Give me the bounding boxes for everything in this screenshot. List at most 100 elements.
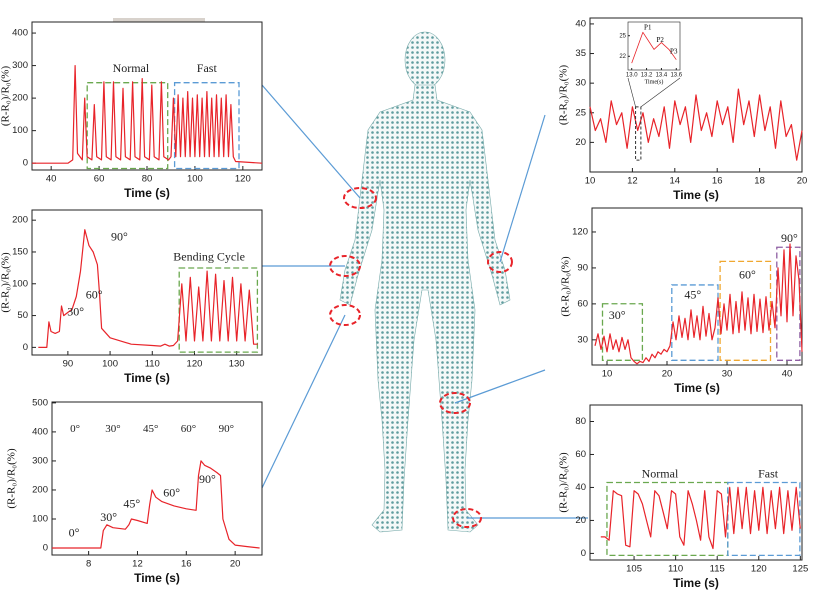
x-tick-label: 110: [668, 564, 683, 575]
photo-label: 45°: [143, 423, 158, 435]
sensor-markers: [329, 187, 513, 528]
region-box: [776, 246, 801, 361]
photo-label: 90°: [219, 423, 234, 435]
annotation: Fast: [758, 467, 779, 481]
y-tick-label: 22: [619, 54, 626, 60]
annotation: 45°: [684, 288, 701, 302]
y-tick-label: 300: [32, 455, 48, 466]
signal-line: [594, 243, 803, 365]
y-tick-label: 120: [572, 226, 588, 237]
y-axis-label: (R-R₀)/R₀(%): [558, 452, 570, 513]
y-tick-label: 300: [12, 60, 28, 71]
y-tick-label: 20: [575, 137, 586, 148]
signal-line: [589, 88, 803, 161]
inset-x-label: Time(s): [645, 78, 664, 85]
plot-frame: [627, 21, 681, 71]
y-tick-label: 0: [581, 548, 586, 559]
annotation: 60°: [163, 486, 180, 500]
y-tick-label: 25: [619, 33, 626, 39]
y-tick-label: 60: [575, 449, 586, 460]
x-tick-label: 115: [710, 564, 725, 575]
x-tick-label: 12: [132, 559, 143, 570]
x-tick-label: 10: [585, 176, 596, 187]
annotation: 60°: [86, 287, 103, 301]
y-tick-label: 30: [575, 78, 586, 89]
y-tick-label: 20: [575, 515, 586, 526]
x-tick-label: 18: [754, 176, 765, 187]
annotation: 90°: [199, 472, 216, 486]
x-tick-label: 80: [142, 174, 153, 185]
annotation: 0°: [69, 525, 80, 539]
x-tick-label: 8: [86, 559, 91, 570]
x-tick-label: 120: [751, 564, 767, 575]
y-tick-label: 60: [577, 298, 588, 309]
y-axis-label: (R-R₀)/R₀(%): [558, 65, 570, 126]
y-tick-label: 25: [575, 107, 586, 118]
signal-line: [38, 229, 258, 348]
annotation: 30°: [100, 510, 117, 524]
x-tick-label: 100: [187, 174, 203, 185]
x-tick-label: 110: [145, 359, 160, 370]
y-tick-label: 100: [12, 278, 28, 289]
x-tick-label: 13.4: [656, 73, 668, 79]
zoom-line: [640, 77, 681, 108]
x-axis-label: Time (s): [124, 371, 170, 385]
plot-frame: [591, 207, 803, 366]
region-box: [635, 106, 642, 161]
annotation: 45°: [123, 496, 140, 510]
y-tick-label: 150: [12, 246, 28, 257]
y-tick-label: 0: [23, 342, 28, 353]
annotation: 90°: [781, 231, 798, 245]
x-axis-label: Time (s): [673, 576, 719, 590]
y-tick-label: 90: [577, 262, 588, 273]
region-box: [601, 303, 644, 361]
x-tick-label: 20: [230, 559, 241, 570]
x-tick-label: 13.2: [641, 73, 653, 79]
x-tick-label: 120: [187, 359, 203, 370]
inset-annotation: P1: [644, 23, 652, 31]
y-tick-label: 80: [575, 416, 586, 427]
annotation: Fast: [197, 61, 218, 75]
x-tick-label: 40: [46, 174, 57, 185]
photo-label: 30°: [105, 423, 120, 435]
plot-frame: [31, 21, 263, 171]
x-axis-label: Time (s): [673, 188, 719, 202]
x-tick-label: 30: [722, 369, 733, 380]
y-tick-label: 500: [32, 397, 48, 408]
x-tick-label: 16: [712, 176, 723, 187]
x-tick-label: 13.0: [626, 73, 638, 79]
x-axis-label: Time (s): [674, 381, 720, 395]
x-tick-label: 13.6: [670, 73, 682, 79]
annotation: Normal: [642, 467, 679, 481]
y-tick-label: 100: [12, 125, 28, 136]
human-figure: [339, 31, 511, 533]
inset-annotation: P3: [670, 47, 678, 55]
connectors: [261, 84, 588, 519]
y-tick-label: 400: [32, 426, 48, 437]
x-tick-label: 12: [627, 176, 638, 187]
x-tick-label: 125: [792, 564, 808, 575]
y-tick-label: 35: [575, 48, 586, 59]
annotation: 30°: [609, 308, 626, 322]
x-tick-label: 100: [102, 359, 118, 370]
signal-line: [600, 486, 801, 550]
y-tick-label: 40: [575, 482, 586, 493]
x-axis-label: Time (s): [124, 186, 170, 200]
region-box: [671, 284, 719, 361]
region-box: [86, 82, 169, 170]
x-tick-label: 130: [229, 359, 245, 370]
y-axis-label: (R-R₀)/R₀(%): [560, 256, 572, 317]
x-tick-label: 105: [626, 564, 642, 575]
plot-frame: [51, 401, 263, 556]
y-tick-label: 100: [32, 514, 48, 525]
y-tick-label: 0: [23, 158, 28, 169]
x-tick-label: 90: [63, 359, 74, 370]
zoom-line: [627, 77, 636, 107]
annotation: 30°: [67, 305, 84, 319]
y-axis-label: (R-R₀)/R₀(%): [0, 252, 12, 313]
y-tick-label: 400: [12, 28, 28, 39]
y-tick-label: 50: [17, 310, 28, 321]
